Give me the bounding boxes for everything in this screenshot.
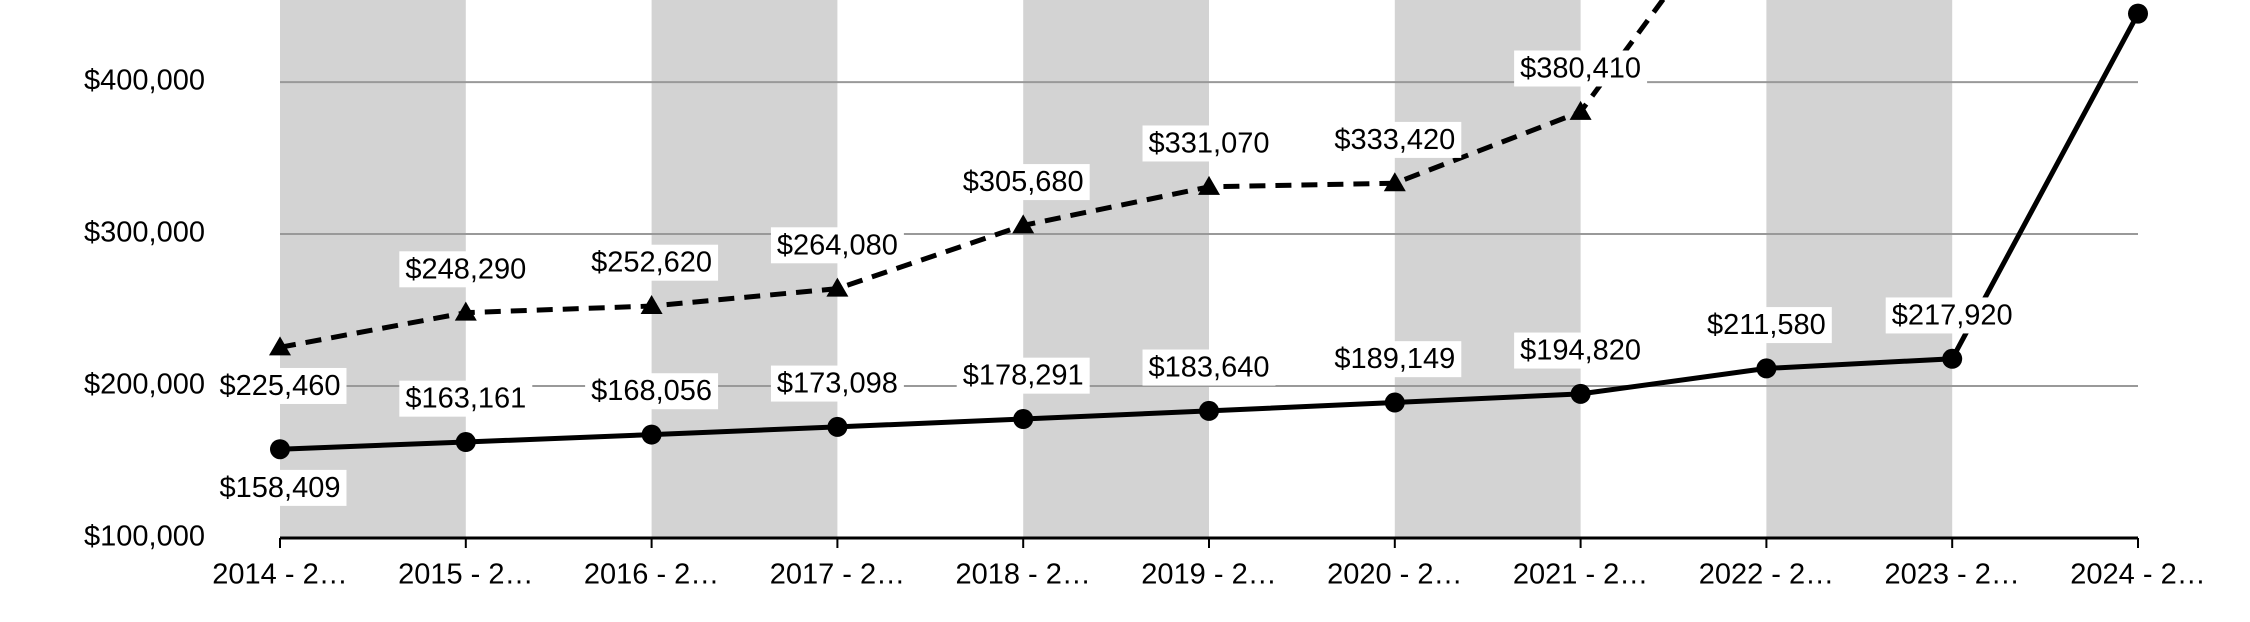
- x-tick-label: 2017 - 2…: [770, 559, 905, 591]
- x-tick-label: 2018 - 2…: [955, 559, 1090, 591]
- point: [1199, 400, 1219, 421]
- point: [1756, 358, 1777, 379]
- x-tick-label: 2023 - 2…: [1884, 559, 2019, 591]
- data-label: $305,680: [963, 166, 1084, 198]
- y-tick-label: $300,000: [84, 217, 205, 249]
- point: [455, 432, 476, 453]
- label-bg: [956, 164, 1090, 201]
- x-tick-label: 2015 - 2…: [398, 559, 533, 591]
- data-label: $252,620: [591, 247, 712, 279]
- x-tick-label: 2024 - 2…: [2070, 559, 2205, 591]
- x-tick-label: 2022 - 2…: [1699, 559, 1834, 591]
- label-bg: [1700, 307, 1832, 344]
- label-bg: [1142, 125, 1276, 162]
- data-label: $168,056: [591, 375, 712, 407]
- y-tick-label: $400,000: [84, 65, 205, 97]
- plot-area: [269, 0, 2148, 460]
- data-label: $333,420: [1334, 124, 1455, 156]
- point: [2128, 3, 2148, 24]
- data-label: $194,820: [1520, 335, 1641, 367]
- column-band: [1023, 0, 1209, 538]
- data-label: $189,149: [1334, 343, 1455, 375]
- label-bg: [956, 357, 1090, 394]
- data-label: $211,580: [1707, 309, 1826, 341]
- label-bg: [770, 365, 904, 402]
- x-tick-label: 2021 - 2…: [1513, 559, 1648, 591]
- x-tick-label: 2014 - 2…: [212, 559, 347, 591]
- data-label: $163,161: [405, 383, 526, 415]
- point: [1942, 348, 1963, 369]
- data-label: $178,291: [963, 360, 1084, 392]
- column-band: [1766, 0, 1953, 538]
- label-bg: [585, 244, 719, 281]
- label-bg: [399, 251, 533, 288]
- label-bg: [585, 373, 719, 410]
- point: [640, 295, 663, 315]
- x-tick-label: 2020 - 2…: [1327, 559, 1462, 591]
- point: [1013, 409, 1034, 430]
- label-bg: [1514, 332, 1648, 369]
- y-tick-label: $200,000: [84, 369, 205, 401]
- x-tick-label: 2016 - 2…: [584, 559, 719, 591]
- data-label: $158,409: [220, 472, 341, 504]
- data-label: $380,410: [1520, 52, 1641, 84]
- data-label: $264,080: [777, 229, 898, 261]
- point: [454, 301, 477, 321]
- data-label: $225,460: [220, 370, 341, 402]
- label-bg: [1328, 341, 1462, 378]
- label-bg: [213, 469, 347, 506]
- label-bg: [770, 227, 904, 264]
- point: [1570, 383, 1591, 404]
- point: [269, 336, 291, 356]
- label-bg: [1885, 297, 2019, 334]
- point: [1012, 214, 1035, 234]
- data-label: $173,098: [777, 368, 898, 400]
- data-label: $248,290: [405, 253, 526, 285]
- point: [1384, 392, 1405, 413]
- point: [1383, 172, 1406, 192]
- column-band: [1394, 0, 1581, 538]
- label-bg: [1328, 121, 1462, 158]
- point: [827, 416, 848, 437]
- point: [1198, 175, 1220, 195]
- label-bg: [1514, 50, 1648, 87]
- label-bg: [213, 367, 347, 404]
- point: [270, 439, 290, 460]
- data-label: $217,920: [1892, 299, 2013, 331]
- label-bg: [1142, 349, 1276, 386]
- data-label: $183,640: [1149, 352, 1270, 384]
- point: [1569, 100, 1592, 120]
- x-tick-label: 2019 - 2…: [1141, 559, 1276, 591]
- data-label: $331,070: [1149, 127, 1270, 159]
- label-bg: [399, 380, 533, 417]
- point: [641, 424, 662, 445]
- point: [826, 277, 849, 297]
- y-tick-label: $100,000: [84, 521, 205, 553]
